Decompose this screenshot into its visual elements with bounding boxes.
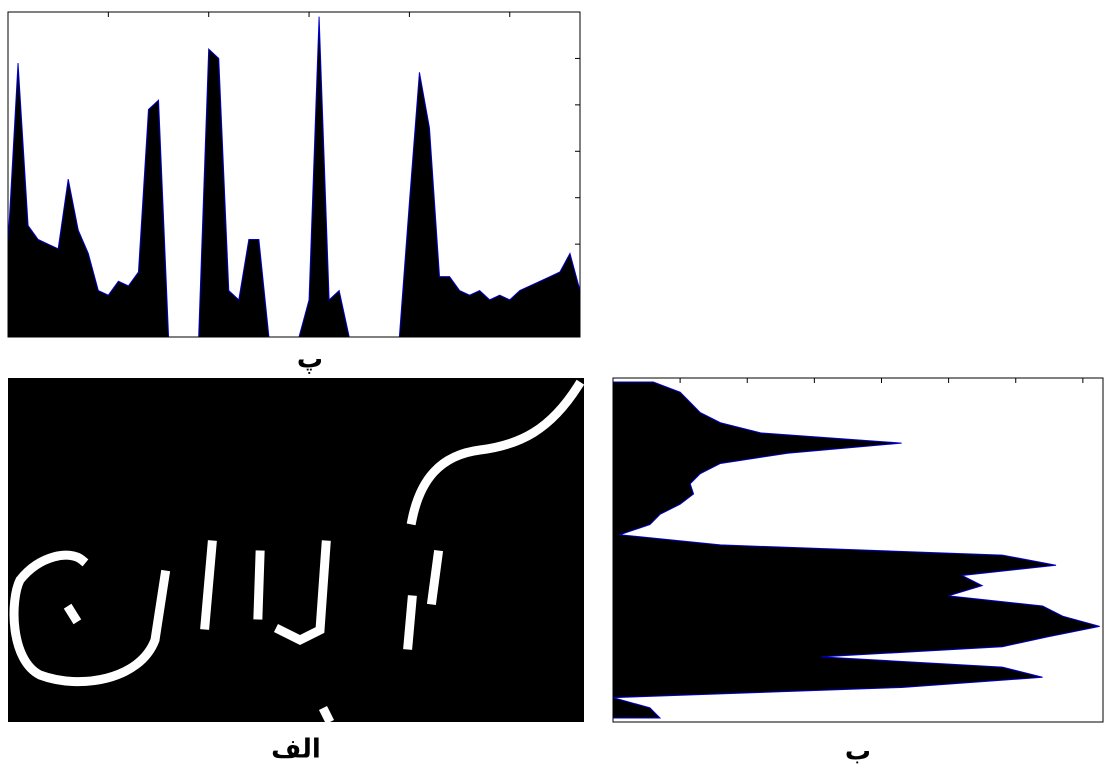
figure: الف پ ب xyxy=(0,0,1105,768)
image-background xyxy=(8,378,584,722)
caption: پ xyxy=(297,345,323,375)
caption: الف xyxy=(271,735,321,765)
profile-area xyxy=(8,17,580,337)
profile-area xyxy=(613,382,1100,718)
binary-image xyxy=(8,378,584,722)
caption: ب xyxy=(845,737,871,767)
